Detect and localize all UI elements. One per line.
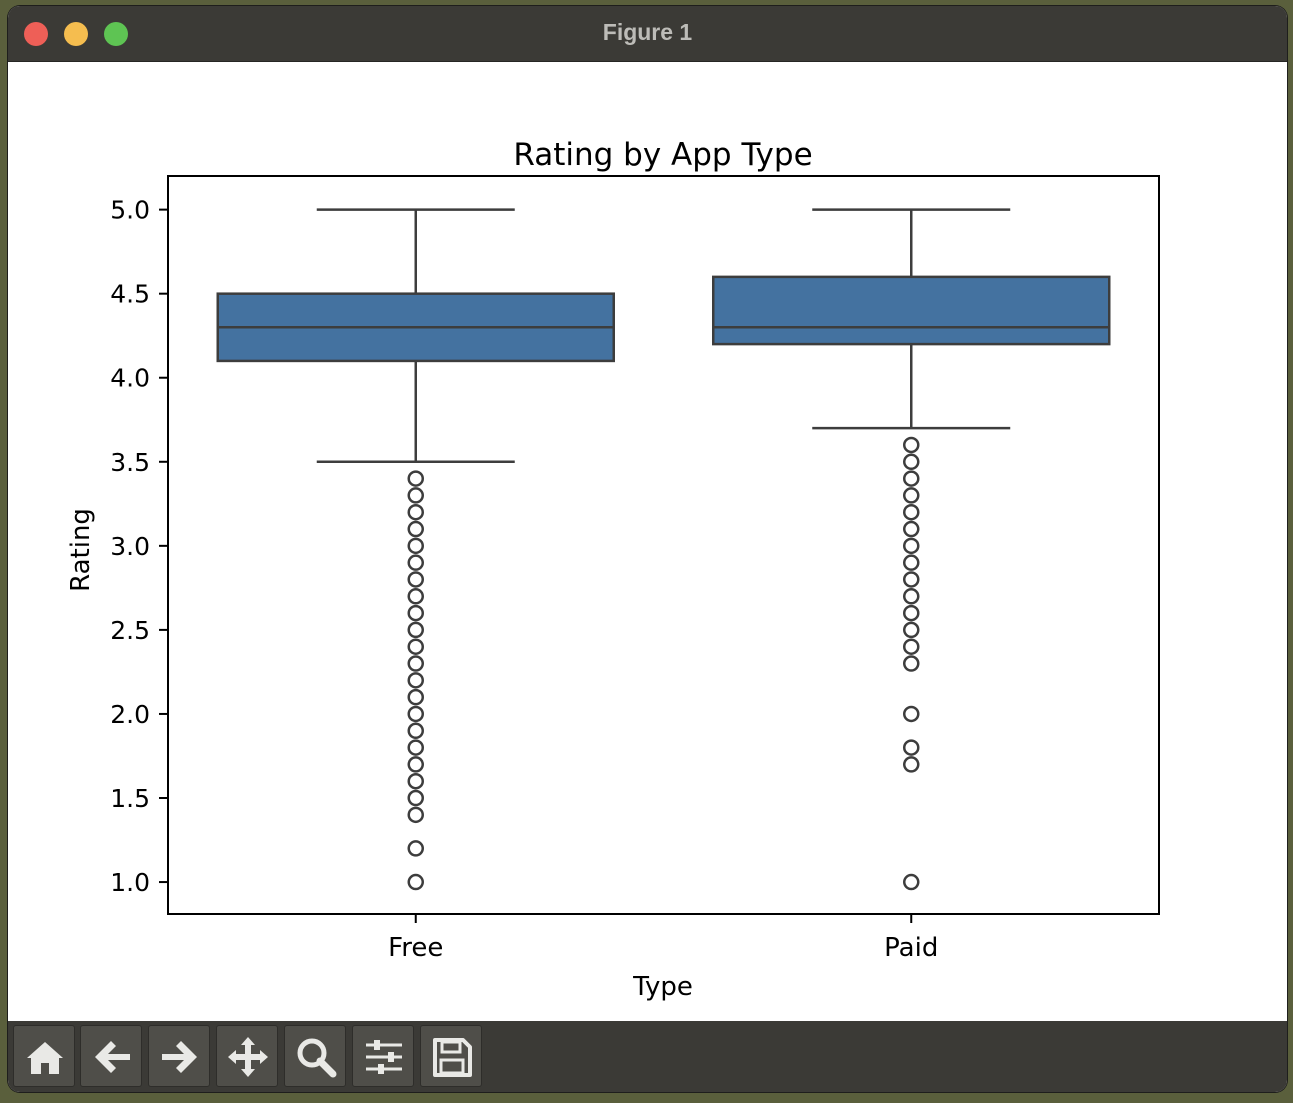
y-tick-label: 1.5 bbox=[110, 784, 150, 813]
outlier-point bbox=[407, 840, 424, 857]
outlier-point bbox=[903, 571, 920, 588]
outlier-point bbox=[407, 688, 424, 706]
zoom-magnifier-icon bbox=[297, 1038, 337, 1078]
x-tick-label: Free bbox=[388, 933, 443, 963]
outlier-point bbox=[407, 554, 424, 571]
outlier-point bbox=[407, 520, 424, 538]
outlier-point bbox=[903, 705, 920, 723]
y-tick-label: 1.0 bbox=[110, 868, 150, 897]
outlier-point bbox=[407, 873, 424, 891]
pan-move-icon bbox=[228, 1037, 268, 1077]
y-tick-label: 5.0 bbox=[110, 196, 150, 225]
y-tick-label: 2.0 bbox=[110, 700, 150, 729]
y-tick-label: 3.5 bbox=[110, 448, 150, 477]
plot-area-frame bbox=[167, 175, 1160, 915]
box-iqr bbox=[712, 275, 1111, 346]
outlier-point bbox=[903, 873, 920, 891]
y-tick-label: 4.0 bbox=[110, 364, 150, 393]
y-tick-label: 2.5 bbox=[110, 616, 150, 645]
minimize-window-button[interactable] bbox=[64, 22, 88, 46]
chart-title: Rating by App Type bbox=[513, 137, 812, 173]
maximize-window-button[interactable] bbox=[104, 22, 128, 46]
box-group-paid bbox=[712, 208, 1111, 891]
outlier-point bbox=[407, 621, 424, 639]
outlier-point bbox=[903, 739, 920, 756]
save-button[interactable] bbox=[420, 1025, 482, 1087]
outlier-point bbox=[903, 604, 920, 622]
outlier-point bbox=[407, 789, 424, 807]
home-icon bbox=[27, 1042, 63, 1074]
home-button[interactable] bbox=[13, 1025, 75, 1087]
outlier-point bbox=[407, 571, 424, 588]
box-plot: Rating by App Type 1.0 1.5 2.0 2.5 3.0 3.5 4.0… bbox=[66, 137, 1160, 1002]
outlier-point bbox=[903, 621, 920, 639]
outlier-point bbox=[903, 470, 920, 487]
navigation-toolbar bbox=[8, 1021, 1287, 1092]
back-arrow-icon bbox=[95, 1041, 130, 1073]
outlier-point bbox=[903, 453, 920, 471]
outlier-point bbox=[407, 638, 424, 655]
y-axis-label: Rating bbox=[66, 508, 96, 592]
configure-sliders-icon bbox=[366, 1040, 402, 1074]
forward-arrow-icon bbox=[162, 1041, 197, 1073]
outlier-point bbox=[407, 705, 424, 723]
figure-window: Figure 1 Rating by App Type 1.0 1.5 2.0 2.5… bbox=[8, 6, 1287, 1092]
pan-button[interactable] bbox=[216, 1025, 278, 1087]
window-title: Figure 1 bbox=[602, 19, 693, 45]
outlier-point bbox=[903, 487, 920, 504]
outlier-point bbox=[407, 503, 424, 521]
outlier-point bbox=[407, 588, 424, 605]
figure-canvas[interactable]: Rating by App Type 1.0 1.5 2.0 2.5 3.0 3.5 4.0… bbox=[8, 62, 1287, 1021]
close-window-button[interactable] bbox=[24, 22, 48, 46]
outlier-point bbox=[407, 655, 424, 672]
outlier-point bbox=[903, 503, 920, 521]
y-tick-label: 4.5 bbox=[110, 280, 150, 309]
back-button[interactable] bbox=[80, 1025, 142, 1087]
outlier-point bbox=[407, 672, 424, 689]
y-tick-label: 3.0 bbox=[110, 532, 150, 561]
outlier-point bbox=[903, 655, 920, 672]
x-axis-label: Type bbox=[632, 972, 693, 1002]
outlier-point bbox=[903, 520, 920, 538]
outlier-point bbox=[903, 756, 920, 773]
outlier-point bbox=[903, 554, 920, 571]
outlier-point bbox=[407, 806, 424, 824]
outlier-point bbox=[407, 722, 424, 740]
title-bar[interactable]: Figure 1 bbox=[8, 6, 1287, 62]
forward-button[interactable] bbox=[148, 1025, 210, 1087]
outlier-point bbox=[407, 487, 424, 504]
x-tick-label: Paid bbox=[884, 933, 938, 963]
outlier-point bbox=[903, 436, 920, 454]
outlier-point bbox=[407, 537, 424, 555]
outlier-point bbox=[903, 537, 920, 555]
save-disk-icon bbox=[433, 1038, 472, 1077]
outlier-point bbox=[407, 739, 424, 756]
outlier-point bbox=[407, 470, 424, 487]
configure-subplots-button[interactable] bbox=[352, 1025, 414, 1087]
zoom-button[interactable] bbox=[284, 1025, 346, 1087]
outlier-point bbox=[903, 588, 920, 605]
outlier-point bbox=[407, 604, 424, 622]
outlier-point bbox=[903, 638, 920, 655]
outlier-point bbox=[407, 756, 424, 773]
box-group-free bbox=[216, 208, 615, 891]
outlier-point bbox=[407, 772, 424, 790]
